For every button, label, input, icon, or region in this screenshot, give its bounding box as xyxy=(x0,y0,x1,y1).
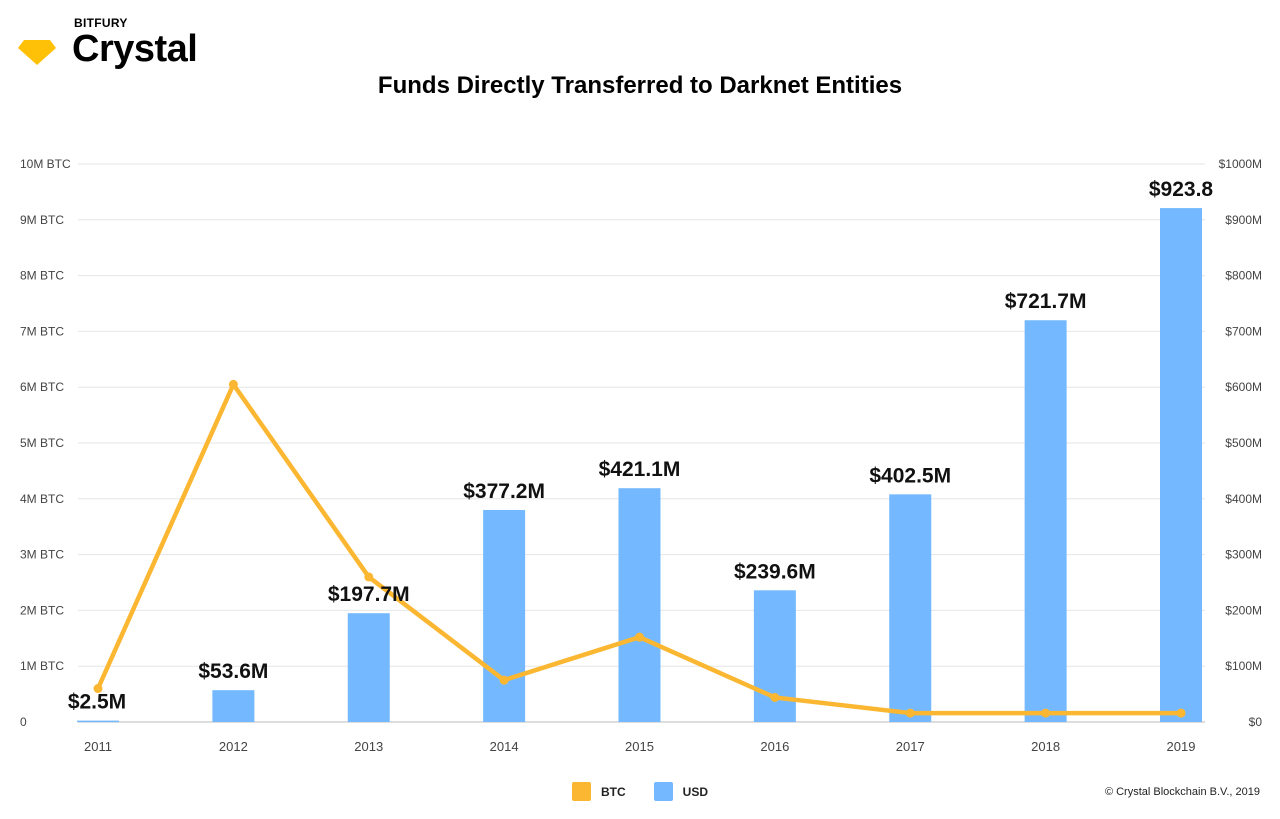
left-tick-label: 0 xyxy=(20,715,27,729)
x-tick-label: 2017 xyxy=(896,739,925,754)
legend-label-btc: BTC xyxy=(601,784,626,799)
right-tick-label: $900M xyxy=(1225,213,1262,227)
brand-name: Crystal xyxy=(72,28,198,70)
left-tick-label: 7M BTC xyxy=(20,324,64,338)
legend-item-usd: USD xyxy=(653,782,709,801)
right-tick-label: $1000M xyxy=(1219,157,1262,171)
usd-bar xyxy=(889,494,932,722)
legend-label-usd: USD xyxy=(682,784,709,799)
x-tick-label: 2019 xyxy=(1167,739,1196,754)
usd-bar xyxy=(212,690,255,722)
left-tick-label: 3M BTC xyxy=(20,548,64,562)
usd-bar xyxy=(753,590,796,722)
usd-bar xyxy=(483,509,526,722)
left-tick-label: 10M BTC xyxy=(20,157,71,171)
legend: BTC USD xyxy=(572,782,736,801)
x-tick-label: 2011 xyxy=(84,739,112,754)
right-tick-label: $100M xyxy=(1225,659,1262,673)
usd-data-label: $377.2M xyxy=(463,480,545,503)
usd-data-label: $197.7M xyxy=(328,583,410,606)
left-tick-label: 4M BTC xyxy=(20,492,64,506)
btc-point xyxy=(770,692,780,702)
left-tick-label: 8M BTC xyxy=(20,269,64,283)
btc-point xyxy=(228,379,238,389)
right-tick-label: $600M xyxy=(1225,380,1262,394)
legend-swatch-btc xyxy=(572,782,591,801)
x-tick-label: 2014 xyxy=(490,739,519,754)
usd-bar xyxy=(347,613,390,722)
x-tick-label: 2015 xyxy=(625,739,654,754)
usd-data-label: $53.6M xyxy=(198,660,268,683)
left-tick-label: 1M BTC xyxy=(20,659,64,673)
usd-data-label: $923.8 xyxy=(1149,178,1214,201)
btc-point xyxy=(905,708,915,718)
usd-data-label: $2.5M xyxy=(68,691,126,714)
brand-company: BITFURY xyxy=(74,16,128,30)
x-tick-label: 2016 xyxy=(760,739,789,754)
right-tick-label: $400M xyxy=(1225,492,1262,506)
x-tick-label: 2013 xyxy=(354,739,383,754)
left-tick-label: 5M BTC xyxy=(20,436,64,450)
btc-point xyxy=(1041,708,1051,718)
btc-point xyxy=(93,684,103,694)
legend-item-btc: BTC xyxy=(572,782,626,801)
diamond-icon xyxy=(18,40,56,65)
btc-point xyxy=(635,632,644,642)
usd-data-label: $721.7M xyxy=(1005,290,1087,313)
usd-bar xyxy=(77,720,119,723)
usd-bar xyxy=(618,488,661,722)
right-tick-label: $800M xyxy=(1225,269,1262,283)
x-tick-label: 2018 xyxy=(1031,739,1060,754)
usd-bar xyxy=(1160,208,1202,722)
usd-data-label: $239.6M xyxy=(734,560,816,583)
right-tick-label: $500M xyxy=(1225,436,1262,450)
usd-bar xyxy=(1024,320,1067,722)
right-tick-label: $0 xyxy=(1249,715,1263,729)
right-tick-label: $300M xyxy=(1225,548,1262,562)
left-tick-label: 6M BTC xyxy=(20,380,64,394)
right-tick-label: $700M xyxy=(1225,324,1262,338)
legend-swatch-usd xyxy=(653,782,673,801)
left-tick-label: 9M BTC xyxy=(20,213,64,227)
chart-title: Funds Directly Transferred to Darknet En… xyxy=(377,72,903,99)
brand: BITFURY Crystal xyxy=(18,14,258,74)
btc-point xyxy=(364,572,374,582)
btc-point xyxy=(499,675,509,685)
left-tick-label: 2M BTC xyxy=(20,603,64,617)
usd-data-label: $402.5M xyxy=(869,464,951,487)
x-tick-label: 2012 xyxy=(219,739,248,754)
copyright: © Crystal Blockchain B.V., 2019 xyxy=(1104,786,1260,798)
btc-point xyxy=(1176,708,1186,718)
right-tick-label: $200M xyxy=(1225,603,1262,617)
usd-data-label: $421.1M xyxy=(599,458,681,481)
